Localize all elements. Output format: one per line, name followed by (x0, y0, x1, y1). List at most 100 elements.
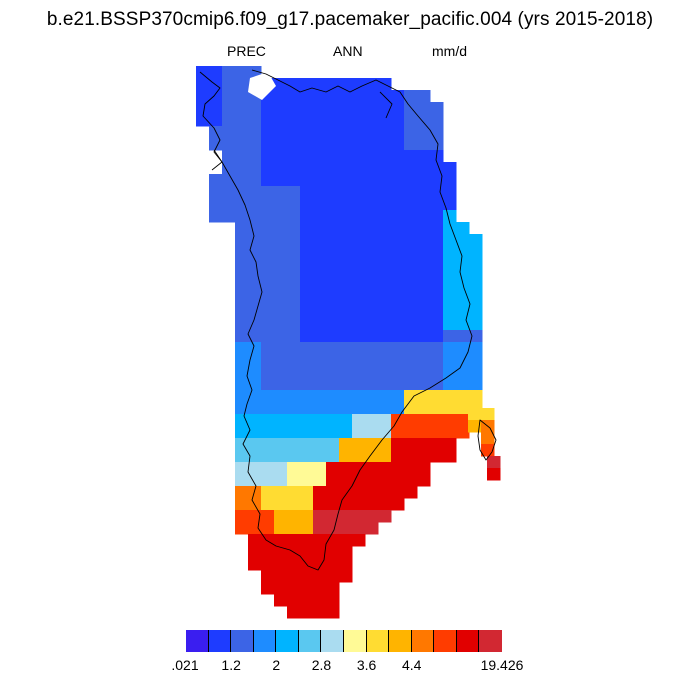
map-cell (300, 126, 314, 139)
map-cell (391, 258, 405, 271)
map-cell (417, 150, 431, 163)
map-cell (274, 90, 288, 103)
map-cell (235, 198, 249, 211)
map-cell (443, 450, 457, 463)
map-cell (248, 270, 262, 283)
map-cell (404, 402, 418, 415)
map-cell (378, 486, 392, 499)
map-cell (404, 366, 418, 379)
map-cell (248, 330, 262, 343)
map-cell (300, 270, 314, 283)
map-cell (378, 354, 392, 367)
map-cell (365, 234, 379, 247)
map-cell (352, 282, 366, 295)
map-cell (456, 378, 470, 391)
map-cell (222, 126, 236, 139)
map-cell (274, 174, 288, 187)
map-cell (417, 222, 431, 235)
map-cell (365, 414, 379, 427)
map-cell (365, 258, 379, 271)
map-cell (404, 354, 418, 367)
map-cell (430, 438, 444, 451)
map-cell (417, 210, 431, 223)
map-cell (300, 462, 314, 475)
map-cell (274, 258, 288, 271)
map-cell (313, 498, 327, 511)
map-cell (456, 342, 470, 355)
map-cell (209, 210, 223, 223)
map-cell (339, 102, 353, 115)
colorbar (186, 630, 502, 652)
colorbar-swatch (411, 630, 435, 652)
map-cell (313, 582, 327, 595)
map-cell (222, 138, 236, 151)
map-cell (287, 582, 301, 595)
map-cell (235, 402, 249, 415)
map-cell (274, 582, 288, 595)
map-cell (313, 90, 327, 103)
map-cell (235, 366, 249, 379)
map-cell (235, 126, 249, 139)
map-cell (274, 222, 288, 235)
map-cell (339, 174, 353, 187)
map-cell (287, 306, 301, 319)
map-cell (378, 222, 392, 235)
map-cell (300, 78, 314, 91)
map-cell (365, 114, 379, 127)
map-cell (404, 426, 418, 439)
map-cell (404, 294, 418, 307)
map-cell (196, 78, 210, 91)
map-cell (261, 330, 275, 343)
map-cell (248, 294, 262, 307)
map-cell (261, 150, 275, 163)
map-cell (352, 246, 366, 259)
map-cell (417, 258, 431, 271)
map-cell (468, 420, 482, 433)
map-cell (235, 102, 249, 115)
map-cell (352, 198, 366, 211)
map-cell (430, 450, 444, 463)
map-cell (287, 90, 301, 103)
map-cell (365, 78, 379, 91)
map-cell (378, 294, 392, 307)
map-cell (287, 570, 301, 583)
map-cell (248, 390, 262, 403)
map-cell (313, 378, 327, 391)
map-cell (378, 126, 392, 139)
map-cell (430, 306, 444, 319)
map-cell (274, 438, 288, 451)
map-cell (261, 246, 275, 259)
map-cell (365, 222, 379, 235)
map-cell (365, 366, 379, 379)
map-cell (365, 450, 379, 463)
map-cell (300, 426, 314, 439)
colorbar-swatch (276, 630, 299, 652)
map-cell (300, 234, 314, 247)
map-cell (300, 606, 314, 619)
map-cell (456, 222, 470, 235)
map-cell (235, 318, 249, 331)
map-cell (469, 294, 483, 307)
map-cell (300, 114, 314, 127)
map-cell (300, 102, 314, 115)
map-cell (261, 426, 275, 439)
colorbar-tick-label: 1.2 (221, 657, 241, 673)
map-cell (287, 126, 301, 139)
colorbar-swatch (208, 630, 232, 652)
map-cell (248, 450, 262, 463)
map-cell (313, 234, 327, 247)
map-cell (235, 474, 249, 487)
map-cell (326, 258, 340, 271)
map-cell (456, 366, 470, 379)
map-cell (196, 90, 210, 103)
map-cell (248, 174, 262, 187)
map-cell (443, 174, 457, 187)
map-cell (326, 474, 340, 487)
map-cell (352, 186, 366, 199)
map-cell (365, 306, 379, 319)
map-cell (339, 198, 353, 211)
map-cell (235, 222, 249, 235)
map-cell (274, 510, 288, 523)
map-cell (248, 522, 262, 535)
colorbar-swatch (366, 630, 390, 652)
